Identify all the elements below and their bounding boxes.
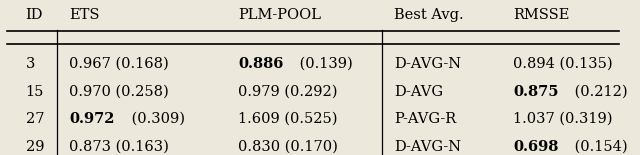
Text: 0.886: 0.886: [238, 57, 284, 71]
Text: 0.894 (0.135): 0.894 (0.135): [513, 57, 612, 71]
Text: 3: 3: [26, 57, 35, 71]
Text: PLM-POOL: PLM-POOL: [238, 8, 321, 22]
Text: 0.967 (0.168): 0.967 (0.168): [69, 57, 169, 71]
Text: 0.979 (0.292): 0.979 (0.292): [238, 85, 338, 99]
Text: Best Avg.: Best Avg.: [394, 8, 464, 22]
Text: (0.154): (0.154): [570, 140, 628, 154]
Text: 0.972: 0.972: [69, 112, 115, 126]
Text: 15: 15: [26, 85, 44, 99]
Text: 0.875: 0.875: [513, 85, 559, 99]
Text: 0.970 (0.258): 0.970 (0.258): [69, 85, 169, 99]
Text: D-AVG-N: D-AVG-N: [394, 140, 461, 154]
Text: 1.037 (0.319): 1.037 (0.319): [513, 112, 612, 126]
Text: (0.139): (0.139): [295, 57, 353, 71]
Text: ID: ID: [26, 8, 43, 22]
Text: 0.873 (0.163): 0.873 (0.163): [69, 140, 170, 154]
Text: D-AVG: D-AVG: [394, 85, 444, 99]
Text: D-AVG-N: D-AVG-N: [394, 57, 461, 71]
Text: ETS: ETS: [69, 8, 100, 22]
Text: P-AVG-R: P-AVG-R: [394, 112, 456, 126]
Text: 27: 27: [26, 112, 44, 126]
Text: (0.212): (0.212): [570, 85, 628, 99]
Text: 0.830 (0.170): 0.830 (0.170): [238, 140, 338, 154]
Text: 1.609 (0.525): 1.609 (0.525): [238, 112, 338, 126]
Text: RMSSE: RMSSE: [513, 8, 570, 22]
Text: 0.698: 0.698: [513, 140, 558, 154]
Text: (0.309): (0.309): [127, 112, 185, 126]
Text: 29: 29: [26, 140, 44, 154]
